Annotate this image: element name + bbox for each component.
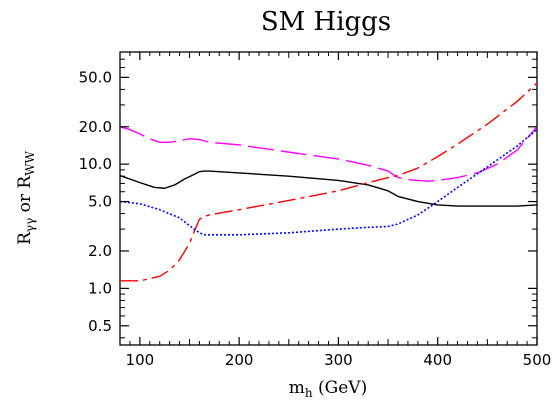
x-axis: 100 200 300 400 500 (126, 52, 552, 369)
x-tick-label: 200 (225, 351, 254, 369)
y-tick-label: 20.0 (79, 118, 112, 136)
series-line-long-dash (119, 126, 538, 182)
y-axis-label-or: or (15, 189, 35, 218)
y-tick-label: 5.0 (88, 193, 112, 211)
series-line-dotted (119, 128, 538, 236)
x-axis-label-sub: h (305, 386, 313, 400)
chart-title: SM Higgs (261, 7, 391, 37)
y-tick-label: 2.0 (88, 242, 112, 260)
y-axis: 0.5 1.0 2.0 5.0 10.0 20.0 50.0 (79, 58, 537, 339)
y-tick-label: 0.5 (88, 317, 112, 335)
y-axis-label-r1-sub: γγ (23, 218, 37, 232)
plot-frame (119, 51, 538, 346)
y-axis-label-r2: R (15, 175, 35, 189)
x-tick-label: 400 (423, 351, 452, 369)
y-tick-label: 50.0 (79, 68, 112, 86)
x-tick-label: 300 (324, 351, 353, 369)
x-axis-label-suffix: (GeV) (313, 378, 368, 398)
x-axis-label-main: m (289, 378, 305, 398)
series-layer (119, 82, 538, 282)
series-line-dash-dot (120, 82, 538, 282)
series-line-solid (119, 170, 538, 207)
x-tick-label: 500 (523, 351, 552, 369)
y-axis-label-r1: R (15, 231, 35, 245)
y-axis-label-r2-sub: WW (23, 150, 37, 175)
x-tick-label: 100 (126, 351, 155, 369)
y-axis-label: Rγγ or RWW (15, 150, 37, 244)
x-axis-label: mh (GeV) (289, 378, 367, 400)
y-tick-label: 10.0 (79, 155, 112, 173)
y-tick-label: 1.0 (88, 279, 112, 297)
